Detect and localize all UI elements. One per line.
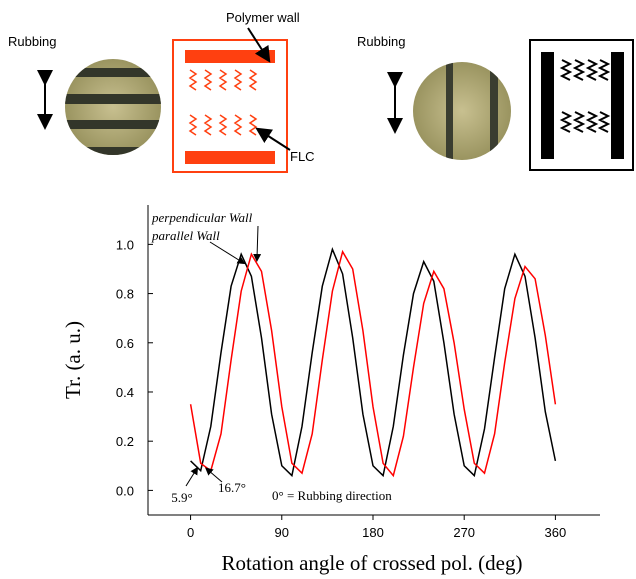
y-tick-label: 0.8 <box>116 287 134 302</box>
annotation: 0° = Rubbing direction <box>272 488 392 503</box>
y-tick-label: 0.6 <box>116 336 134 351</box>
annotation: 16.7° <box>218 480 246 495</box>
y-tick-label: 0.2 <box>116 434 134 449</box>
x-tick-label: 180 <box>362 525 384 540</box>
x-tick-label: 0 <box>187 525 194 540</box>
pointer <box>247 27 271 63</box>
annotation-arrow <box>209 241 246 265</box>
y-axis-label: Tr. (a. u.) <box>61 321 85 399</box>
x-axis-label: Rotation angle of crossed pol. (deg) <box>222 551 523 575</box>
annotation-arrow <box>185 466 199 487</box>
y-tick-label: 1.0 <box>116 237 134 252</box>
annotation-arrow <box>253 225 262 262</box>
pointer <box>255 127 291 151</box>
cell-box <box>529 39 634 171</box>
rubbing-label: Rubbing <box>8 34 56 49</box>
x-tick-label: 270 <box>453 525 475 540</box>
y-tick-label: 0.0 <box>116 483 134 498</box>
wall <box>185 151 275 164</box>
micrograph <box>413 62 511 160</box>
wall <box>185 50 275 63</box>
annotation: 5.9° <box>171 490 192 505</box>
line <box>190 246 557 478</box>
micrograph <box>65 59 161 155</box>
annotation-arrow <box>204 467 223 483</box>
cell-box <box>172 39 288 173</box>
polymer-wall-label: Polymer wall <box>226 10 300 25</box>
flc-molecules <box>188 69 258 136</box>
flc-molecules <box>559 59 611 133</box>
wall <box>541 52 554 159</box>
x-tick-label: 90 <box>275 525 289 540</box>
line <box>189 249 557 478</box>
wall <box>611 52 624 159</box>
rubbing-label: Rubbing <box>357 34 405 49</box>
annotation: parallel Wall <box>151 228 220 243</box>
y-tick-label: 0.4 <box>116 385 134 400</box>
x-tick-label: 360 <box>545 525 567 540</box>
annotation: perpendicular Wall <box>151 210 253 225</box>
flc-label: FLC <box>290 149 315 164</box>
